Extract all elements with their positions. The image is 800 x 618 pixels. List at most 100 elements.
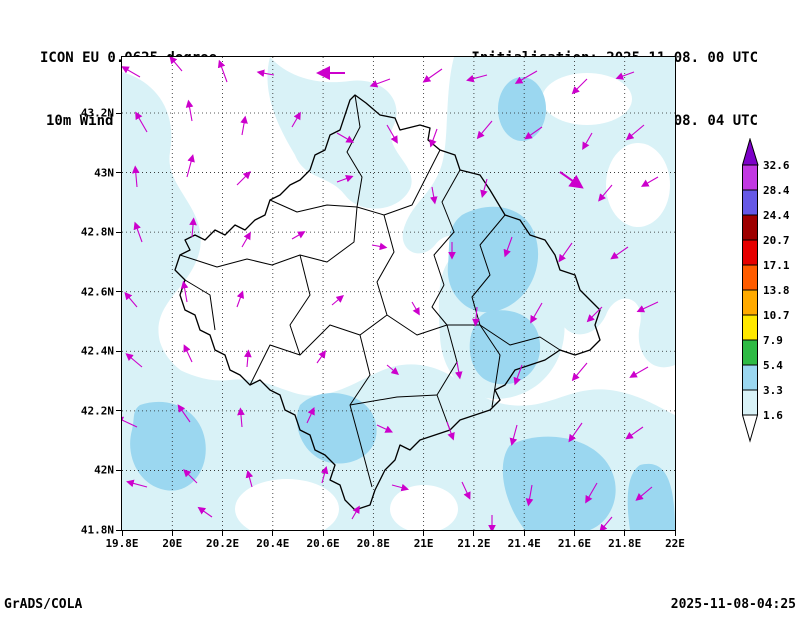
colorbar-band <box>742 389 758 416</box>
y-axis-tick <box>116 231 121 233</box>
wind-vector <box>122 416 138 428</box>
wind-vector <box>122 66 141 78</box>
wind-vector <box>513 364 523 386</box>
wind-vector <box>610 246 629 260</box>
wind-vector <box>615 71 635 80</box>
wind-vector <box>503 236 513 258</box>
wind-vector <box>461 481 471 500</box>
y-axis-tick <box>116 350 121 352</box>
wind-vector <box>237 407 245 428</box>
wind-vector <box>422 68 443 83</box>
wind-speed-shading <box>122 57 675 530</box>
x-axis-tick <box>523 531 525 536</box>
wind-vector <box>217 59 228 83</box>
wind-vector <box>331 294 344 306</box>
x-axis-tick <box>573 531 575 536</box>
wind-vector <box>185 99 194 122</box>
wind-vector <box>197 506 213 518</box>
colorbar-label: 20.7 <box>763 234 790 247</box>
colorbar: 32.6 28.4 24.4 20.7 17.1 13.8 10.7 7.9 5.4 3.3 1.6 <box>741 137 800 450</box>
wind-vector <box>530 302 543 324</box>
colorbar-label: 3.3 <box>763 384 783 397</box>
colorbar-band <box>742 164 758 191</box>
shade-medium-corner <box>627 463 675 530</box>
y-axis-label: 42.8N <box>80 225 114 239</box>
municipality-border <box>349 394 438 406</box>
wind-vector <box>240 115 248 136</box>
map-plot <box>121 56 676 531</box>
x-axis-tick <box>423 531 425 536</box>
y-axis-label: 42.2N <box>80 404 114 418</box>
wind-vector <box>411 301 420 316</box>
wind-vector <box>640 176 659 187</box>
x-axis-label: 20.4E <box>256 537 290 550</box>
municipality-border <box>179 206 358 268</box>
shade-medium-bottomcenter <box>296 393 377 464</box>
colorbar-label: 10.7 <box>763 309 790 322</box>
wind-vector <box>351 505 360 520</box>
colorbar-label: 5.4 <box>763 359 783 372</box>
x-axis-label: 21.2E <box>457 537 491 550</box>
y-axis-tick <box>116 529 121 531</box>
municipality-border <box>431 284 448 326</box>
wind-vector <box>568 422 583 443</box>
x-axis-label: 21.6E <box>557 537 592 550</box>
wind-vector <box>133 221 143 243</box>
colorbar-label: 32.6 <box>763 159 790 172</box>
municipality-border <box>376 214 395 316</box>
municipality-border <box>471 214 506 326</box>
colorbar-label: 7.9 <box>763 334 783 347</box>
wind-vector <box>586 306 603 323</box>
wind-vector <box>391 483 410 492</box>
wind-vector <box>571 362 588 382</box>
x-axis-tick <box>222 531 224 536</box>
x-axis-label: 19.8E <box>105 537 139 550</box>
wind-vector <box>598 184 613 202</box>
wind-vector <box>582 132 593 151</box>
wind-vector <box>472 306 480 327</box>
wind-vector <box>306 407 315 424</box>
wind-vector <box>241 231 251 248</box>
wind-vector <box>509 424 518 446</box>
colorbar-label: 13.8 <box>763 284 790 297</box>
wind-vector <box>336 132 355 143</box>
wind-vector <box>635 486 653 501</box>
colorbar-label: 24.4 <box>763 209 790 222</box>
wind-vector <box>236 290 245 308</box>
wind-vector <box>571 78 588 95</box>
white-gap-bottom-2 <box>390 485 458 530</box>
y-axis-tick <box>116 291 121 293</box>
municipality-border <box>184 279 216 331</box>
wind-vector <box>180 280 189 303</box>
wind-vector <box>169 57 183 72</box>
y-axis-label: 43.2N <box>80 106 114 120</box>
grid-lines <box>122 57 675 530</box>
shade-light-top-right <box>402 57 675 368</box>
colorbar-label: 1.6 <box>763 409 783 422</box>
wind-vector <box>480 178 488 198</box>
wind-vector <box>135 111 148 133</box>
wind-vectors-layer <box>122 57 659 530</box>
wind-vector <box>369 78 391 88</box>
y-axis-label: 43N <box>94 166 114 180</box>
colorbar-canvas: 32.6 28.4 24.4 20.7 17.1 13.8 10.7 7.9 5.4 3.3 1.6 <box>741 137 790 443</box>
colorbar-band <box>742 339 758 366</box>
wind-vector <box>245 469 254 488</box>
wind-vector <box>625 426 644 440</box>
municipality-border <box>479 324 501 408</box>
shade-medium-southeast <box>469 310 541 385</box>
y-axis-tick <box>116 172 121 174</box>
y-axis-label: 42.4N <box>80 344 114 358</box>
y-axis-label: 41.8N <box>80 523 114 537</box>
wind-vector <box>525 484 534 507</box>
wind-vector <box>429 128 438 148</box>
wind-vector <box>558 242 573 263</box>
wind-vector <box>320 465 329 484</box>
colorbar-band <box>742 189 758 216</box>
white-gap-bottom-1 <box>235 479 339 530</box>
municipality-border <box>433 169 461 286</box>
wind-vector <box>189 217 197 238</box>
shade-light-top-center <box>267 57 412 209</box>
x-axis-tick <box>121 531 123 536</box>
